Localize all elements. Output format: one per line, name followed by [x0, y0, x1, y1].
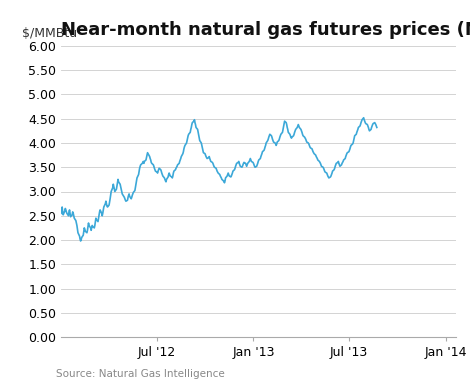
Text: Near-month natural gas futures prices (Nymex): Near-month natural gas futures prices (N…	[61, 21, 470, 39]
Text: $/MMBtu: $/MMBtu	[22, 27, 77, 40]
Text: Source: Natural Gas Intelligence: Source: Natural Gas Intelligence	[56, 369, 225, 379]
